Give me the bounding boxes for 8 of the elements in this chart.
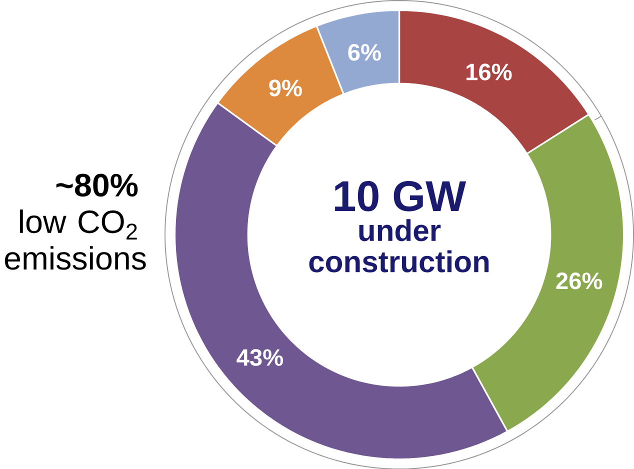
- data-label: 9%: [269, 79, 302, 96]
- data-label: 26%: [556, 272, 602, 290]
- data-label: 43%: [236, 348, 284, 366]
- text: under construction: [309, 218, 489, 272]
- data-label: 16%: [466, 63, 512, 80]
- text: 10 GW: [335, 180, 466, 212]
- data-label: 6%: [348, 44, 381, 60]
- text: ~80% low CO$_{2}$ emissions: [4, 174, 146, 270]
